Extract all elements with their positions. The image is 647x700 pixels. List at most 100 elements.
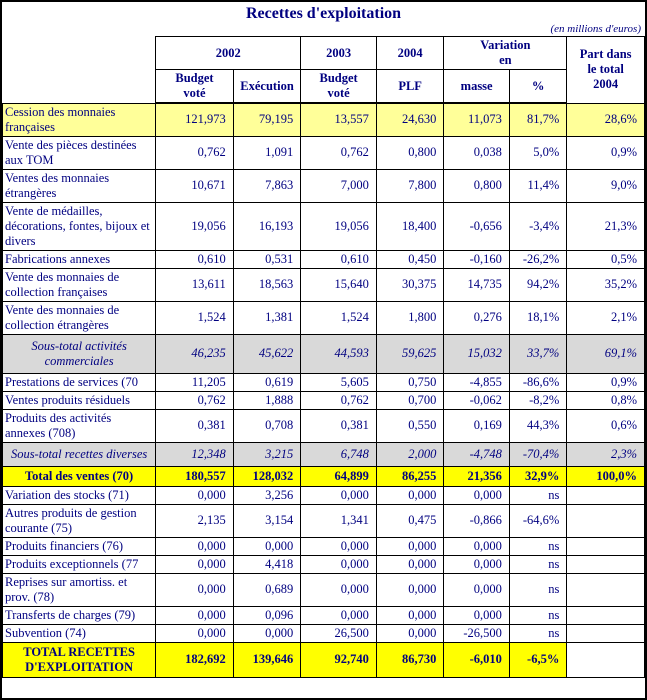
row-value: 0,000: [300, 536, 377, 556]
table-row: Subvention (74) 0,000 0,000 26,500 0,000 -26,…: [2, 623, 645, 643]
row-value: 3,154: [232, 503, 302, 538]
row-label: Autres produits de gestion courante (75): [2, 503, 157, 538]
row-value: 139,646: [232, 641, 302, 678]
row-value: 0,000: [155, 536, 234, 556]
row-value: 0,000: [375, 572, 445, 607]
row-value: ns: [508, 485, 568, 505]
row-value: -70,4%: [508, 441, 568, 467]
row-value: -0,160: [443, 249, 510, 269]
row-value: -0,866: [443, 503, 510, 538]
row-value: 0,762: [155, 390, 234, 410]
row-value: 92,740: [300, 641, 377, 678]
table-body: Cession des monnaies françaises 121,973 79…: [2, 102, 645, 678]
row-value: 13,557: [300, 102, 377, 137]
row-value: 11,073: [443, 102, 510, 137]
row-value: 86,730: [375, 641, 445, 678]
row-value: 7,000: [300, 168, 377, 203]
row-label: Vente des monnaies de collection étrangè…: [2, 300, 157, 335]
table-row: Vente de médailles, décorations, fontes,…: [2, 201, 645, 251]
row-value: 12,348: [155, 441, 234, 467]
header-budget-vote-2002: Budget voté: [155, 69, 234, 104]
row-value: 4,418: [232, 554, 302, 574]
row-value: 3,256: [232, 485, 302, 505]
row-value: 46,235: [155, 333, 234, 374]
row-value: -4,748: [443, 441, 510, 467]
header-2003: 2003: [300, 36, 377, 70]
row-value: 2,000: [375, 441, 445, 467]
row-value: -6,5%: [508, 641, 568, 678]
row-value: -64,6%: [508, 503, 568, 538]
row-value: 30,375: [375, 267, 445, 302]
row-value: 2,135: [155, 503, 234, 538]
row-value: 1,524: [155, 300, 234, 335]
table-row: Sous-total recettes diverses 12,348 3,215 6…: [2, 441, 645, 467]
row-value: [566, 605, 645, 625]
row-value: ns: [508, 623, 568, 643]
row-value: 9,0%: [566, 168, 645, 203]
table-row: Transferts de charges (79) 0,000 0,096 0,00…: [2, 605, 645, 625]
row-value: ns: [508, 572, 568, 607]
row-label: Produits financiers (76): [2, 536, 157, 556]
row-value: 0,762: [300, 135, 377, 170]
row-value: 5,605: [300, 372, 377, 392]
row-value: 44,3%: [508, 408, 568, 443]
row-value: 0,800: [443, 168, 510, 203]
row-value: 121,973: [155, 102, 234, 137]
row-value: 18,400: [375, 201, 445, 251]
table-row: Produits financiers (76) 0,000 0,000 0,000 0…: [2, 536, 645, 556]
row-label: Prestations de services (70: [2, 372, 157, 392]
row-value: 0,000: [155, 623, 234, 643]
table-row: Ventes produits résiduels 0,762 1,888 0,762…: [2, 390, 645, 410]
header-variation: Variation en: [443, 36, 568, 70]
row-value: 0,619: [232, 372, 302, 392]
row-value: -26,2%: [508, 249, 568, 269]
row-value: 0,000: [300, 485, 377, 505]
row-value: 0,708: [232, 408, 302, 443]
row-value: 182,692: [155, 641, 234, 678]
header-execution: Exécution: [232, 69, 302, 104]
row-value: 0,000: [232, 536, 302, 556]
row-value: 3,215: [232, 441, 302, 467]
row-value: ns: [508, 605, 568, 625]
row-label: TOTAL RECETTES D'EXPLOITATION: [2, 641, 157, 678]
row-value: 7,863: [232, 168, 302, 203]
row-value: 28,6%: [566, 102, 645, 137]
row-value: 0,381: [300, 408, 377, 443]
row-value: 0,9%: [566, 135, 645, 170]
row-value: 35,2%: [566, 267, 645, 302]
unit-note: (en millions d'euros): [550, 23, 641, 35]
row-value: 1,341: [300, 503, 377, 538]
row-value: 0,000: [155, 554, 234, 574]
row-value: 0,000: [375, 554, 445, 574]
row-value: 128,032: [232, 465, 302, 487]
table-row: TOTAL RECETTES D'EXPLOITATION 182,692 139,…: [2, 641, 645, 678]
data-table: 2002 2003 2004 Variation en Part dans le…: [2, 36, 645, 678]
row-value: 16,193: [232, 201, 302, 251]
row-value: [566, 623, 645, 643]
row-value: 5,0%: [508, 135, 568, 170]
row-value: 69,1%: [566, 333, 645, 374]
row-value: 1,091: [232, 135, 302, 170]
row-value: 18,1%: [508, 300, 568, 335]
row-value: 0,000: [443, 572, 510, 607]
table-row: Vente des pièces destinées aux TOM 0,762 1…: [2, 135, 645, 170]
header-2004: 2004: [375, 36, 445, 70]
row-value: 0,096: [232, 605, 302, 625]
row-value: 10,671: [155, 168, 234, 203]
row-label: Cession des monnaies françaises: [2, 102, 157, 137]
row-value: 0,000: [375, 536, 445, 556]
row-value: 0,610: [300, 249, 377, 269]
row-value: -8,2%: [508, 390, 568, 410]
row-value: -0,656: [443, 201, 510, 251]
row-value: 24,630: [375, 102, 445, 137]
row-value: 11,4%: [508, 168, 568, 203]
row-value: 0,000: [443, 554, 510, 574]
row-value: 0,550: [375, 408, 445, 443]
header-pct: %: [508, 69, 568, 104]
row-value: 100,0%: [566, 465, 645, 487]
row-value: 0,000: [443, 485, 510, 505]
row-value: 0,000: [443, 605, 510, 625]
row-value: 180,557: [155, 465, 234, 487]
header-budget-vote-2003: Budget voté: [300, 69, 377, 104]
